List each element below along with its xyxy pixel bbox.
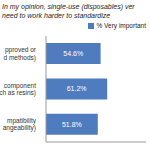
svg-text:pproved ord methods): pproved ord methods) [8,46,37,62]
svg-text:61.2%: 61.2% [67,85,87,92]
svg-text:mpatibilityangeability): mpatibilityangeability) [8,117,37,133]
svg-text:54.6%: 54.6% [63,50,83,57]
html-text:need to work harder to standar: need to work harder to standardize [2,12,111,19]
svg-text:componentch as resins): componentch as resins) [8,82,36,98]
svg-text:51.8%: 51.8% [62,121,82,128]
html-text:In my opinion, single-use (dis: In my opinion, single-use (disposables) … [2,3,135,10]
html-text:% Very important: % Very important [96,22,146,29]
